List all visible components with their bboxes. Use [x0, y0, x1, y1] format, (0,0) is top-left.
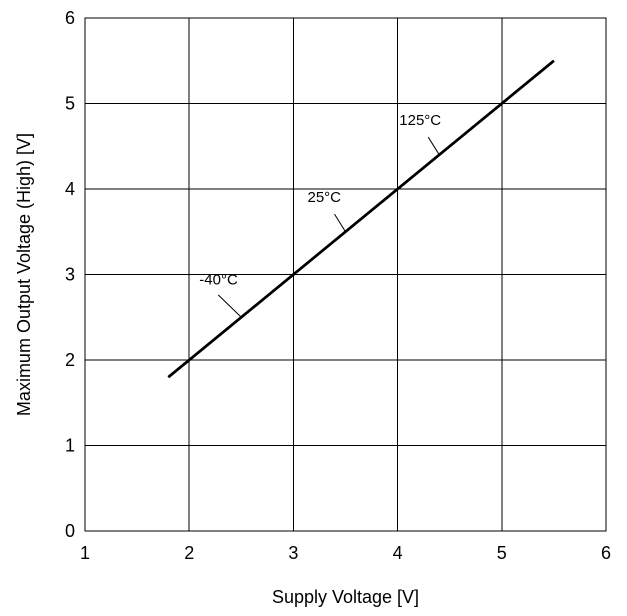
plot-frame	[84, 17, 607, 532]
series-line-2	[167, 59, 555, 379]
data-series	[167, 59, 555, 379]
y-tick-label: 6	[65, 8, 75, 28]
y-tick-label: 0	[65, 521, 75, 541]
x-axis-title: Supply Voltage [V]	[272, 587, 419, 607]
x-tick-label: 3	[288, 543, 298, 563]
x-tick-label: 1	[80, 543, 90, 563]
annotation-label: -40°C	[199, 271, 238, 288]
x-tick-label: 2	[184, 543, 194, 563]
x-tick-label: 4	[393, 543, 403, 563]
y-tick-label: 1	[65, 436, 75, 456]
y-tick-label: 2	[65, 350, 75, 370]
x-tick-label: 5	[497, 543, 507, 563]
y-tick-label: 4	[65, 179, 75, 199]
y-tick-label: 3	[65, 265, 75, 285]
annotation-label: 125°C	[399, 112, 441, 129]
annotation-label: 25°C	[308, 189, 342, 206]
grid-lines	[84, 17, 607, 532]
y-axis-title: Maximum Output Voltage (High) [V]	[14, 133, 34, 416]
x-tick-label: 6	[601, 543, 611, 563]
annotations: -40°C 25°C 125°C	[199, 112, 441, 318]
annotation-leader	[334, 213, 346, 233]
annotation-leader	[427, 136, 440, 156]
annotation-leader	[217, 294, 242, 318]
y-tick-label: 5	[65, 94, 75, 114]
